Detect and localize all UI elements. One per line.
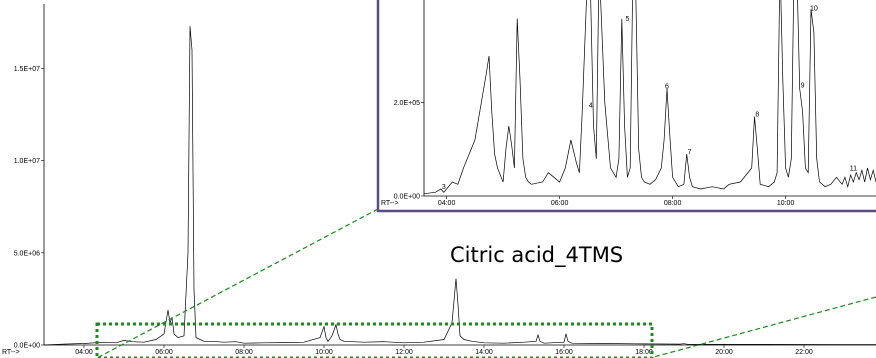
inset-x-tick-label: 08:00 xyxy=(664,200,682,207)
main-x-tick-label: 22:00 xyxy=(795,349,813,356)
main-y-tick-label: 0.0E+00 xyxy=(14,343,40,350)
main-x-tick-label: 14:00 xyxy=(475,349,493,356)
peak-label-4: 4 xyxy=(589,102,593,109)
inset-x-tick-label: 10:00 xyxy=(777,200,795,207)
inset-trace-line xyxy=(423,0,876,195)
inset-chart: 04:00 06:00 08:00 10:00 0.0E+00 2.0E+05 3 4 5 6 7… xyxy=(376,0,876,213)
compound-annotation: Citric acid_4TMS xyxy=(450,243,623,268)
main-x-tick-label: 04:00 xyxy=(75,349,93,356)
main-y-tick-label: 1.5E+07 xyxy=(14,66,40,73)
inset-ticks: 04:00 06:00 08:00 10:00 0.0E+00 2.0E+05 xyxy=(394,100,795,207)
main-y-tick-label: 1.0E+07 xyxy=(14,158,40,165)
main-x-tick-label: 12:00 xyxy=(395,349,413,356)
main-chart: 04:00 06:00 08:00 10:00 12:00 14:00 16:00 18:00… xyxy=(2,4,876,356)
peak-label-10: 10 xyxy=(810,5,818,12)
main-x-tick-label: 20:00 xyxy=(715,349,733,356)
inset-x-axis-label: RT--> xyxy=(381,200,399,207)
zoom-connector-left xyxy=(96,208,379,358)
inset-x-tick-label: 04:00 xyxy=(438,200,456,207)
main-x-tick-label: 10:00 xyxy=(315,349,333,356)
main-y-tick-label: 5.0E+06 xyxy=(14,250,40,257)
inset-background xyxy=(378,0,876,211)
main-x-tick-label: 16:00 xyxy=(555,349,573,356)
main-x-tick-label: 08:00 xyxy=(235,349,253,356)
peak-label-6: 6 xyxy=(665,84,669,91)
main-x-tick-label: 06:00 xyxy=(155,349,173,356)
main-ticks: 04:00 06:00 08:00 10:00 12:00 14:00 16:00 18:00… xyxy=(14,66,813,356)
main-x-tick-label: 18:00 xyxy=(635,349,653,356)
inset-y-tick-label: 2.0E+05 xyxy=(394,100,420,107)
zoom-connector-right xyxy=(649,296,876,358)
main-x-axis-label: RT--> xyxy=(2,349,20,356)
inset-border xyxy=(376,0,876,213)
inset-x-tick-label: 06:00 xyxy=(551,200,569,207)
zoom-region-highlight xyxy=(95,322,654,358)
peak-label-8: 8 xyxy=(755,112,759,119)
inset-y-tick-label: 0.0E+00 xyxy=(394,194,420,201)
peak-label-9: 9 xyxy=(801,83,805,90)
inset-peak-labels: 3 4 5 6 7 8 9 10 11 xyxy=(442,5,857,191)
peak-label-7: 7 xyxy=(688,149,692,156)
peak-label-3: 3 xyxy=(442,184,446,191)
peak-label-11: 11 xyxy=(850,165,857,172)
peak-label-5: 5 xyxy=(625,16,629,23)
